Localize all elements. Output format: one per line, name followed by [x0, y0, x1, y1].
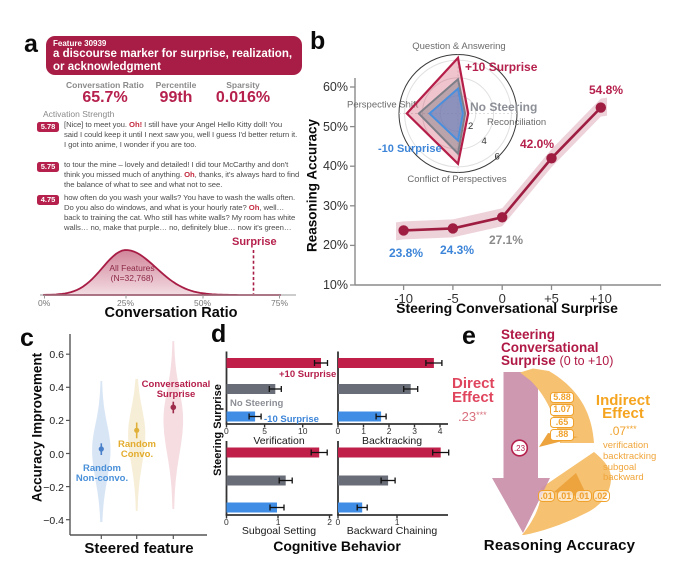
svg-text:Perspective Shift: Perspective Shift — [347, 100, 419, 111]
svg-text:4: 4 — [482, 136, 487, 147]
svg-text:.23: .23 — [514, 444, 526, 453]
svg-text:6: 6 — [495, 152, 500, 163]
svg-text:2: 2 — [468, 121, 473, 132]
